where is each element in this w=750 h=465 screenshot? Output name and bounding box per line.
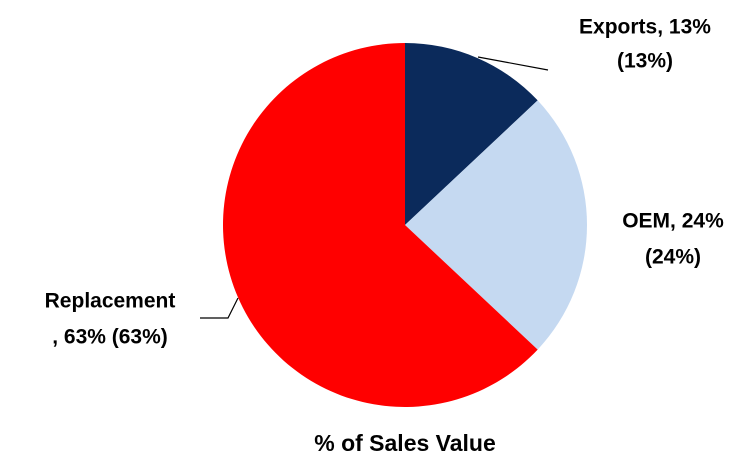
data-label: Replacement bbox=[45, 290, 176, 313]
pie-slice bbox=[405, 100, 587, 350]
chart-title: % of Sales Value bbox=[314, 430, 496, 456]
leader-line bbox=[200, 297, 239, 319]
pie-slice bbox=[405, 43, 538, 225]
pie-slice bbox=[223, 43, 538, 407]
data-label: OEM, 24% bbox=[622, 210, 724, 233]
pie bbox=[223, 43, 587, 407]
data-label: (24%) bbox=[645, 246, 701, 269]
leader-line bbox=[477, 56, 549, 71]
data-label: (13%) bbox=[617, 50, 673, 73]
data-label: Exports, 13% bbox=[579, 16, 711, 39]
data-label: , 63% (63%) bbox=[52, 326, 168, 349]
